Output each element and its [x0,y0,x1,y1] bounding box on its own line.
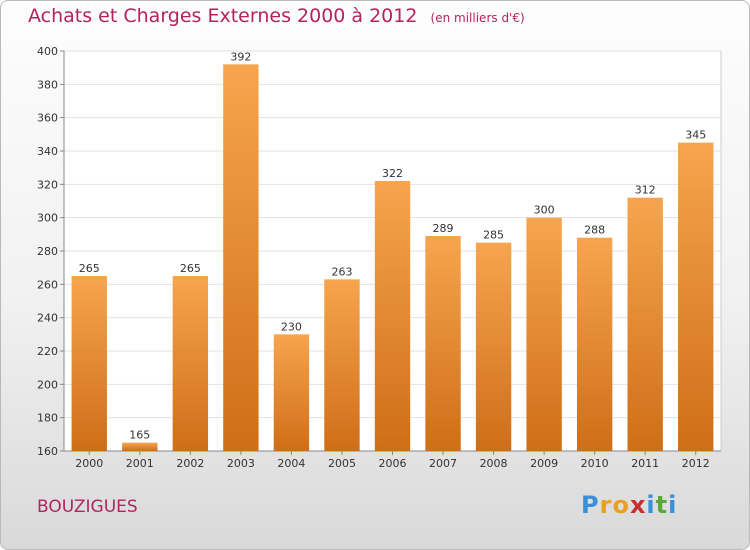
bar [374,181,411,451]
bar [273,334,310,451]
x-tick-label: 2008 [480,457,508,470]
y-tick-label: 260 [37,278,58,291]
x-tick-label: 2006 [379,457,407,470]
x-tick-label: 2000 [75,457,103,470]
proxiti-logo: Proxiti [581,491,677,519]
logo-letter: i [668,491,678,519]
bar-value-label: 265 [180,262,201,275]
bar [627,197,663,451]
logo-letter: t [655,491,669,519]
bar-value-label: 263 [331,265,352,278]
bar-value-label: 288 [584,224,605,237]
y-tick-label: 320 [37,178,58,191]
bar-value-label: 392 [230,50,251,63]
y-tick-label: 400 [37,45,58,58]
y-tick-label: 240 [37,312,58,325]
x-tick-label: 2007 [429,457,457,470]
y-tick-label: 300 [37,212,58,225]
x-tick-label: 2009 [530,457,558,470]
y-tick-label: 280 [37,245,58,258]
bar [475,242,512,451]
bar-value-label: 285 [483,229,504,242]
chart-title: Achats et Charges Externes 2000 à 2012 [28,5,418,27]
x-tick-label: 2001 [126,457,154,470]
x-tick-label: 2011 [631,457,659,470]
x-tick-label: 2005 [328,457,356,470]
logo-letter: r [599,491,613,519]
x-tick-label: 2012 [682,457,710,470]
bar-value-label: 289 [433,222,454,235]
y-tick-label: 180 [37,412,58,425]
logo-letter: o [612,491,630,519]
x-tick-label: 2010 [581,457,609,470]
bar-value-label: 165 [129,429,150,442]
bar [122,442,158,451]
bar-value-label: 322 [382,167,403,180]
logo-letter: x [629,491,647,519]
bar [425,236,461,451]
y-tick-label: 360 [37,112,58,125]
chart-subtitle: (en milliers d'€) [430,11,525,25]
y-tick-label: 200 [37,378,58,391]
title-line: Achats et Charges Externes 2000 à 2012 (… [28,5,525,27]
bar [324,279,360,451]
logo-letter: P [581,491,600,519]
bar [172,276,209,451]
bar [678,142,714,451]
bar-value-label: 265 [79,262,100,275]
location-label: BOUZIGUES [37,497,138,517]
x-tick-label: 2003 [227,457,255,470]
x-tick-label: 2002 [176,457,204,470]
bar [223,64,259,452]
bar-value-label: 312 [635,184,656,197]
bar-value-label: 230 [281,320,302,333]
bar-value-label: 300 [534,204,555,217]
y-tick-label: 160 [37,445,58,458]
bar [576,237,613,451]
x-tick-label: 2004 [277,457,305,470]
y-tick-label: 380 [37,78,58,91]
bar-value-label: 345 [685,129,706,142]
bar [71,276,107,451]
y-tick-label: 340 [37,145,58,158]
y-tick-label: 220 [37,345,58,358]
logo-letter: i [646,491,656,519]
bar [526,217,562,451]
